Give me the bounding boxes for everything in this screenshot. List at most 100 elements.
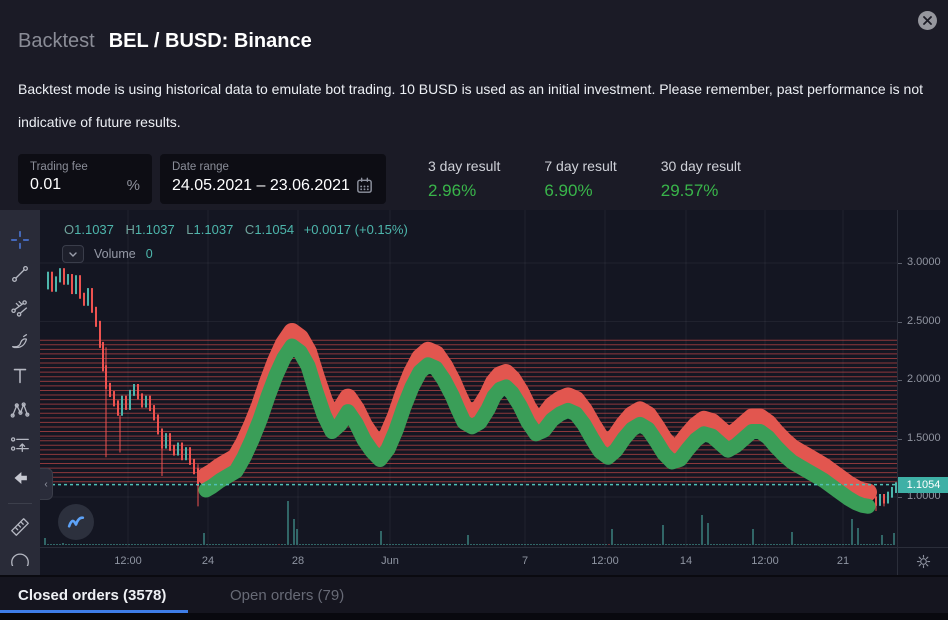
time-tick-label: 12:00 (114, 555, 142, 567)
trading-fee-input[interactable] (30, 176, 100, 194)
drawing-toolbar (0, 210, 40, 575)
volume-bar (395, 544, 397, 545)
volume-bar (638, 544, 640, 545)
volume-bar (215, 544, 217, 545)
volume-bar (824, 544, 826, 545)
volume-bar (575, 544, 577, 545)
volume-bar (242, 544, 244, 545)
volume-bar (791, 532, 793, 545)
volume-bar (236, 544, 238, 545)
volume-bar (251, 544, 253, 545)
result-30day-label: 30 day result (660, 157, 741, 174)
volume-bar (161, 544, 163, 545)
price-tick-label: 2.5000 (907, 314, 941, 327)
volume-bar (875, 544, 877, 545)
volume-bar (392, 544, 394, 545)
trading-fee-field: Trading fee % (18, 154, 152, 204)
volume-bar (344, 544, 346, 545)
volume-bar (374, 544, 376, 545)
volume-bar (59, 544, 61, 545)
volume-bar (56, 544, 58, 545)
axis-settings-corner[interactable] (897, 547, 948, 575)
volume-bar (716, 544, 718, 545)
volume-bar (464, 544, 466, 545)
volume-bar (749, 544, 751, 545)
volume-bar (104, 544, 106, 545)
volume-bar (728, 544, 730, 545)
volume-bar (299, 544, 301, 545)
volume-bar (110, 544, 112, 545)
volume-bar (443, 544, 445, 545)
ruler-icon[interactable] (0, 510, 40, 544)
calendar-icon[interactable] (355, 176, 374, 195)
volume-bar (707, 523, 709, 545)
volume-bar (245, 544, 247, 545)
volume-bar (848, 544, 850, 545)
result-7day: 7 day result 6.90% (544, 158, 616, 201)
volume-bar (206, 544, 208, 545)
volume-bar (74, 544, 76, 545)
price-chart[interactable] (40, 210, 897, 547)
volume-bar (683, 544, 685, 545)
volume-bar (503, 544, 505, 545)
volume-bar (428, 544, 430, 545)
price-tick-dash (898, 438, 902, 440)
date-range-field: Date range (160, 154, 386, 204)
volume-bar (263, 544, 265, 545)
volume-bar (230, 544, 232, 545)
tabs-bottom-strip (0, 613, 948, 620)
volume-bar (590, 544, 592, 545)
forecast-icon[interactable] (0, 427, 40, 461)
zoom-circle-icon[interactable] (0, 544, 40, 568)
volume-bar (830, 544, 832, 545)
time-axis[interactable]: 12:00 24 28 Jun 7 12:00 14 12:00 21 (40, 547, 897, 575)
volume-bar (131, 544, 133, 545)
volume-bar (599, 544, 601, 545)
toolbar-collapse-handle[interactable]: ‹ (40, 468, 53, 500)
volume-bar (227, 544, 229, 545)
volume-bar (389, 544, 391, 545)
xabcd-pattern-icon[interactable] (0, 393, 40, 427)
volume-bar (677, 544, 679, 545)
volume-bar (311, 544, 313, 545)
volume-bar (275, 544, 277, 545)
volume-bar (80, 544, 82, 545)
date-range-input[interactable] (172, 176, 350, 195)
result-7day-label: 7 day result (544, 157, 617, 174)
volume-bar (788, 544, 790, 545)
volume-bar (530, 544, 532, 545)
price-axis[interactable]: 3.0000 2.5000 2.0000 1.5000 1.0000 1.1054 (897, 210, 948, 547)
volume-bar (605, 544, 607, 545)
volume-bar (563, 544, 565, 545)
chevron-down-icon[interactable] (62, 245, 84, 263)
volume-bar (542, 544, 544, 545)
text-tool-icon[interactable] (0, 359, 40, 393)
volume-bar (218, 544, 220, 545)
volume-bar (485, 544, 487, 545)
volume-bar (890, 544, 892, 545)
volume-bar (113, 544, 115, 545)
trend-line-icon[interactable] (0, 257, 40, 291)
volume-bar (578, 544, 580, 545)
tab-open-orders[interactable]: Open orders (79) (230, 587, 345, 604)
volume-bar (668, 544, 670, 545)
volume-bar (380, 531, 382, 545)
crosshair-icon[interactable] (0, 223, 40, 257)
tradingview-logo[interactable] (58, 504, 94, 540)
controls-row: Trading fee % Date range 3 day result (0, 154, 948, 204)
volume-bar (740, 544, 742, 545)
volume-bar (470, 544, 472, 545)
volume-bar (794, 544, 796, 545)
volume-bar (755, 544, 757, 545)
arrow-left-icon[interactable] (0, 461, 40, 495)
volume-bar (383, 544, 385, 545)
ohlc-close-key: C (244, 222, 255, 237)
volume-bar (497, 544, 499, 545)
close-icon[interactable] (918, 11, 937, 30)
volume-bar (476, 544, 478, 545)
volume-bar (365, 544, 367, 545)
pitchfork-icon[interactable] (0, 291, 40, 325)
volume-bar (335, 544, 337, 545)
tab-closed-orders[interactable]: Closed orders (3578) (18, 587, 167, 604)
brush-icon[interactable] (0, 325, 40, 359)
